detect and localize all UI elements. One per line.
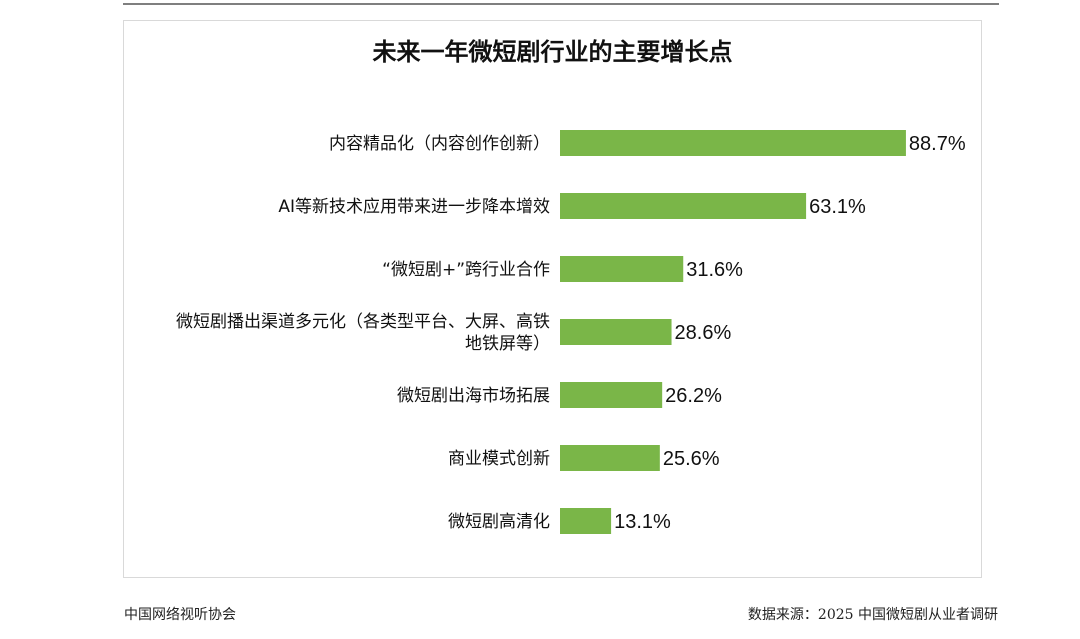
bar-5 <box>560 445 660 471</box>
chart-frame <box>123 20 982 578</box>
data-label-3: 28.6% <box>675 322 732 344</box>
bar-0 <box>560 130 906 156</box>
category-label-0: 内容精品化（内容创作创新） <box>329 134 550 154</box>
data-label-6: 13.1% <box>614 511 671 533</box>
data-label-0: 88.7% <box>909 133 966 155</box>
data-label-5: 25.6% <box>663 448 720 470</box>
category-label-1: AI等新技术应用带来进一步降本增效 <box>278 197 550 217</box>
category-label-5: 商业模式创新 <box>448 449 550 469</box>
bar-3 <box>560 319 672 345</box>
footer-source-org: 中国网络视听协会 <box>124 607 236 623</box>
category-label-3-line-1: 地铁屏等） <box>465 334 550 354</box>
category-label-3-line-0: 微短剧播出渠道多元化（各类型平台、大屏、高铁 <box>176 312 550 332</box>
bar-2 <box>560 256 684 282</box>
data-label-2: 31.6% <box>686 259 743 281</box>
category-label-6: 微短剧高清化 <box>448 512 550 532</box>
category-label-2: “微短剧+”跨行业合作 <box>382 260 550 280</box>
top-rule <box>123 3 999 5</box>
bar-4 <box>560 382 663 408</box>
data-label-4: 26.2% <box>665 385 722 407</box>
chart-title: 未来一年微短剧行业的主要增长点 <box>372 38 733 66</box>
bar-1 <box>560 193 807 219</box>
bar-6 <box>560 508 612 534</box>
data-label-1: 63.1% <box>809 196 866 218</box>
category-label-4: 微短剧出海市场拓展 <box>397 386 550 406</box>
footer-data-source: 数据来源：2025 中国微短剧从业者调研 <box>747 607 998 623</box>
